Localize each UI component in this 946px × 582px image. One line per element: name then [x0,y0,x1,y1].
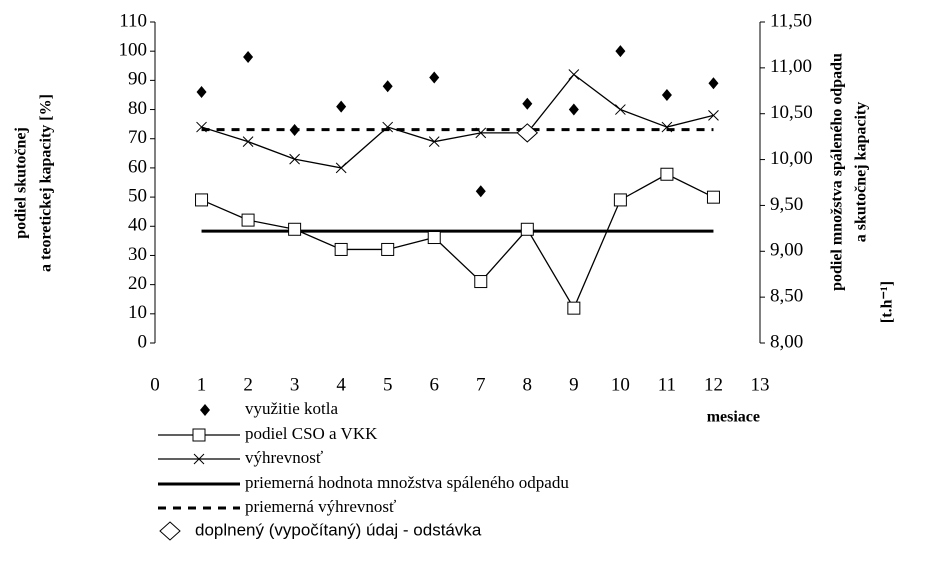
y-tick-label: 80 [128,98,147,119]
y2-tick-label: 8,00 [770,331,803,352]
x-tick-label: 4 [336,374,346,395]
series-line [201,73,714,169]
y-tick-label: 60 [128,156,147,177]
x-tick-label: 6 [429,374,439,395]
data-point [516,123,539,143]
data-point [427,231,441,245]
data-point [289,153,300,165]
y-tick-label: 110 [119,10,147,31]
data-point [613,193,627,207]
y-axis-title: podiel skutočnej [13,127,30,239]
data-point [661,88,672,101]
data-point [243,51,254,64]
data-point [522,97,533,110]
series-line [201,173,714,310]
legend-symbol [200,404,210,416]
data-point [475,127,487,139]
y2-axis-title: [t.h⁻¹] [879,281,896,323]
y2-axis-title: podiel množstva spáleného odpadu [829,53,846,291]
data-point [615,104,626,115]
data-point [289,123,300,136]
y2-tick-label: 9,00 [770,240,803,261]
legend-symbol [159,521,181,541]
y2-tick-label: 11,00 [770,56,812,77]
data-point [334,242,348,256]
y2-tick-label: 10,00 [770,148,813,169]
y2-axis-title: a skutočnej kapacity [853,102,870,242]
legend-label: doplnený (vypočítaný) údaj - odstávka [195,520,482,539]
data-point [336,100,347,113]
x-tick-label: 3 [290,374,300,395]
data-point [520,222,534,236]
legend-label: podiel CSO a VKK [245,424,378,443]
x-tick-label: 10 [611,374,630,395]
data-point [568,103,579,116]
data-point [241,213,255,227]
x-tick-label: 7 [476,374,486,395]
y2-tick-label: 10,50 [770,102,813,123]
data-point [335,162,347,174]
x-axis-title: mesiace [707,409,760,426]
y2-tick-label: 11,50 [770,10,812,31]
data-point [660,167,674,181]
x-tick-label: 12 [704,374,723,395]
data-point [381,242,395,256]
data-point [242,136,254,147]
y-tick-label: 70 [128,127,147,148]
x-tick-label: 2 [243,374,253,395]
x-tick-label: 9 [569,374,579,395]
data-point [661,121,673,133]
y2-tick-label: 9,50 [770,194,803,215]
y-tick-label: 100 [119,40,148,61]
legend-symbol [193,453,205,465]
y-tick-label: 40 [128,215,147,236]
data-point [475,185,486,198]
y2-tick-label: 8,50 [770,286,803,307]
y-tick-label: 50 [128,185,147,206]
x-tick-label: 13 [751,374,770,395]
x-tick-label: 8 [523,374,533,395]
data-point [382,80,393,93]
y-tick-label: 20 [128,273,147,294]
data-point [567,301,581,315]
y-tick-label: 90 [128,69,147,90]
data-point [708,110,719,121]
data-point [382,121,394,133]
data-point [196,121,207,133]
x-tick-label: 0 [150,374,160,395]
y-tick-label: 0 [138,331,148,352]
y-axis-title: a teoretickej kapacity [%] [38,94,55,272]
x-tick-label: 11 [658,374,676,395]
data-point [708,77,719,90]
legend-label: priemerná hodnota množstva spáleného odp… [245,473,569,492]
y-tick-label: 30 [128,244,147,265]
data-point [288,222,302,236]
data-point [474,275,488,289]
legend-label: využitie kotla [245,399,338,418]
data-point [615,45,626,58]
y-tick-label: 10 [128,302,147,323]
data-point [196,86,207,99]
legend-symbol [192,428,206,442]
legend-label: priemerná výhrevnosť [245,497,396,516]
data-point [428,136,440,147]
legend-label: výhrevnosť [245,448,323,467]
data-point [706,190,720,204]
data-point [429,71,440,84]
data-point [568,69,580,80]
x-tick-label: 5 [383,374,393,395]
x-tick-label: 1 [197,374,207,395]
data-point [195,193,209,207]
